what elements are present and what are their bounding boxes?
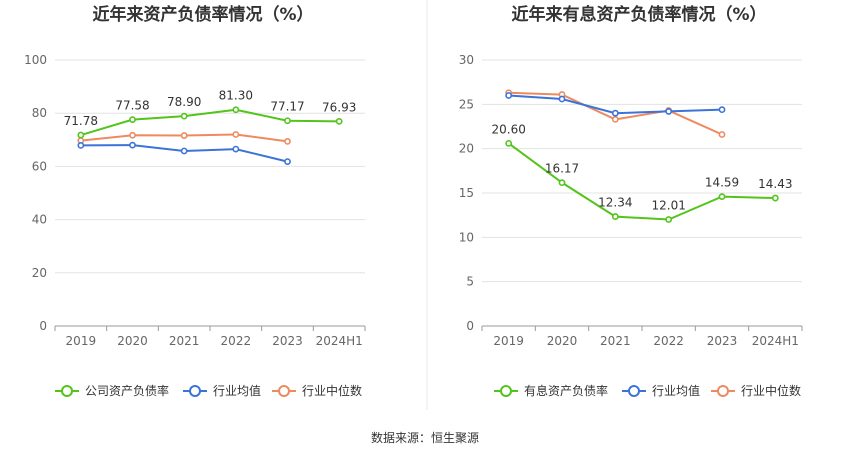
y-tick-label: 100: [24, 53, 47, 67]
data-label: 71.78: [64, 114, 98, 128]
data-point-series-1: [129, 116, 136, 124]
data-label: 76.93: [322, 100, 356, 114]
chart-2: 近年来有息资产负债率情况（%） 0 5 10 15 20 25 30 2019 2020 2021 2…: [459, 4, 803, 398]
legend-marker: [500, 385, 512, 397]
data-label: 20.60: [491, 122, 525, 136]
x-tick-label: 2023: [272, 334, 303, 348]
legend-marker: [189, 385, 201, 397]
y-tick-label: 60: [32, 159, 47, 173]
x-tick-label: 2019: [493, 334, 524, 348]
series-line-1: [508, 142, 776, 221]
data-point-series-2: [665, 108, 673, 115]
data-point-series-2: [129, 141, 136, 149]
data-point-series-1: [335, 117, 343, 125]
chart-1: 近年来资产负债率情况（%） 0 20 40 60 80 100 2019 2020 2021 202…: [24, 4, 366, 398]
legend-label: 行业均值: [213, 383, 261, 398]
x-tick-label: 2024H1: [316, 334, 363, 348]
x-tick-label: 2019: [66, 334, 97, 348]
y-tick-label: 0: [39, 319, 47, 333]
data-label: 78.90: [167, 95, 201, 109]
data-point-series-1: [284, 117, 291, 125]
x-tick-label: 2022: [653, 334, 684, 348]
y-tick-label: 80: [32, 106, 47, 120]
data-point-series-1: [505, 139, 513, 147]
x-tick-label: 2024H1: [752, 334, 799, 348]
data-point-series-3: [718, 131, 726, 138]
y-tick-label: 0: [466, 319, 474, 333]
data-point-series-1: [611, 213, 619, 220]
data-label: 77.58: [115, 99, 149, 113]
source-text: 数据来源：恒生聚源: [371, 430, 479, 445]
data-point-series-1: [718, 193, 726, 201]
data-point-series-2: [611, 109, 619, 117]
y-tick-label: 30: [459, 53, 474, 67]
legend-marker: [628, 385, 640, 397]
data-point-series-1: [232, 106, 240, 114]
data-label: 14.59: [705, 176, 739, 190]
data-point-series-2: [284, 158, 291, 166]
data-point-series-2: [505, 92, 513, 99]
data-point-series-2: [718, 106, 726, 114]
data-label: 16.17: [545, 162, 579, 176]
legend-marker: [278, 385, 290, 397]
data-point-series-1: [180, 112, 188, 120]
data-point-series-2: [232, 145, 240, 153]
x-tick-label: 2020: [117, 334, 148, 348]
data-point-series-2: [180, 147, 188, 155]
data-label: 14.43: [758, 177, 792, 191]
data-point-series-2: [77, 141, 85, 149]
y-tick-label: 25: [459, 97, 474, 111]
legend-marker: [717, 385, 729, 397]
legend-marker: [61, 385, 73, 397]
data-point-series-2: [558, 95, 566, 103]
data-point-series-3: [611, 116, 619, 123]
data-label: 12.01: [651, 199, 685, 213]
x-tick-label: 2021: [600, 334, 631, 348]
legend-label: 行业中位数: [302, 383, 362, 398]
data-label: 77.17: [270, 100, 304, 114]
x-tick-label: 2020: [547, 334, 578, 348]
data-point-series-1: [771, 194, 779, 202]
legend-label: 行业中位数: [741, 383, 801, 398]
y-tick-label: 5: [466, 275, 474, 289]
legend-label: 行业均值: [652, 383, 700, 398]
data-point-series-1: [77, 131, 85, 139]
y-tick-label: 20: [32, 266, 47, 280]
y-tick-label: 40: [32, 213, 47, 227]
y-tick-label: 20: [459, 142, 474, 156]
x-tick-label: 2023: [707, 334, 738, 348]
data-point-series-3: [284, 137, 291, 145]
x-tick-label: 2022: [221, 334, 252, 348]
series-line-1: [80, 108, 340, 137]
legend-label: 公司资产负债率: [85, 383, 169, 398]
data-label: 12.34: [598, 196, 632, 210]
legend-label: 有息资产负债率: [524, 383, 608, 398]
y-tick-label: 10: [459, 230, 474, 244]
data-point-series-3: [232, 131, 240, 138]
chart-title: 近年来资产负债率情况（%）: [92, 4, 313, 25]
data-point-series-1: [558, 179, 566, 187]
data-point-series-3: [129, 131, 136, 139]
y-tick-label: 15: [459, 186, 474, 200]
x-tick-label: 2021: [169, 334, 200, 348]
data-label: 81.30: [219, 89, 253, 103]
data-point-series-1: [665, 216, 673, 223]
data-point-series-3: [180, 132, 188, 139]
chart-title: 近年来有息资产负债率情况（%）: [511, 4, 766, 25]
